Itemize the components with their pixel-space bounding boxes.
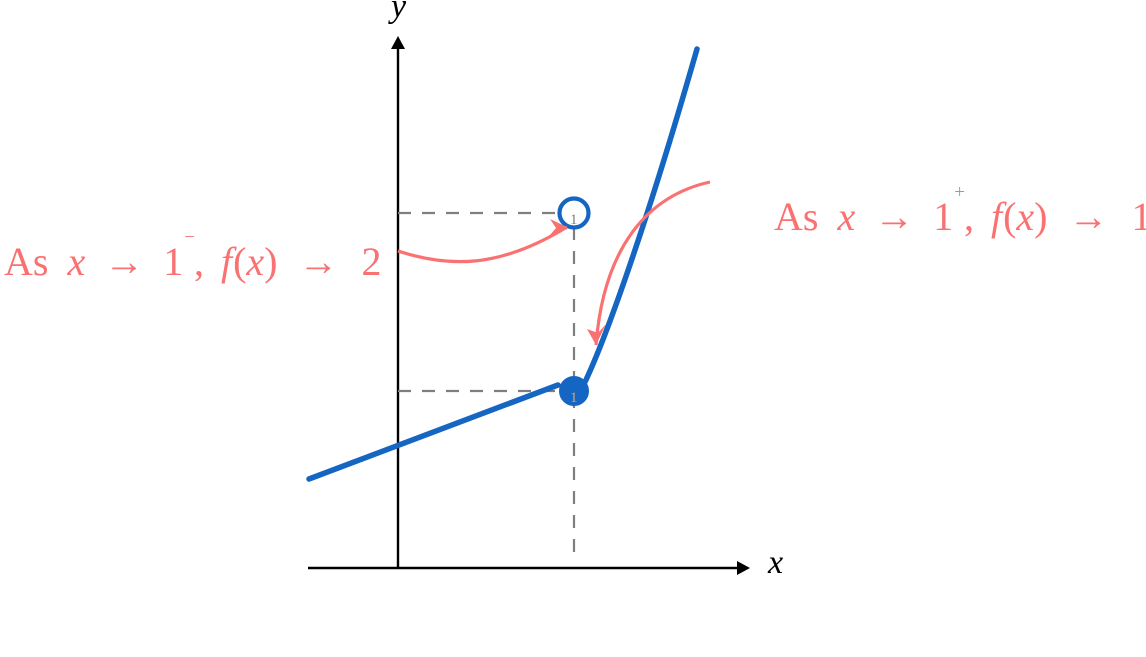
svg-text:1: 1	[570, 212, 578, 228]
svg-text:1: 1	[570, 390, 578, 406]
